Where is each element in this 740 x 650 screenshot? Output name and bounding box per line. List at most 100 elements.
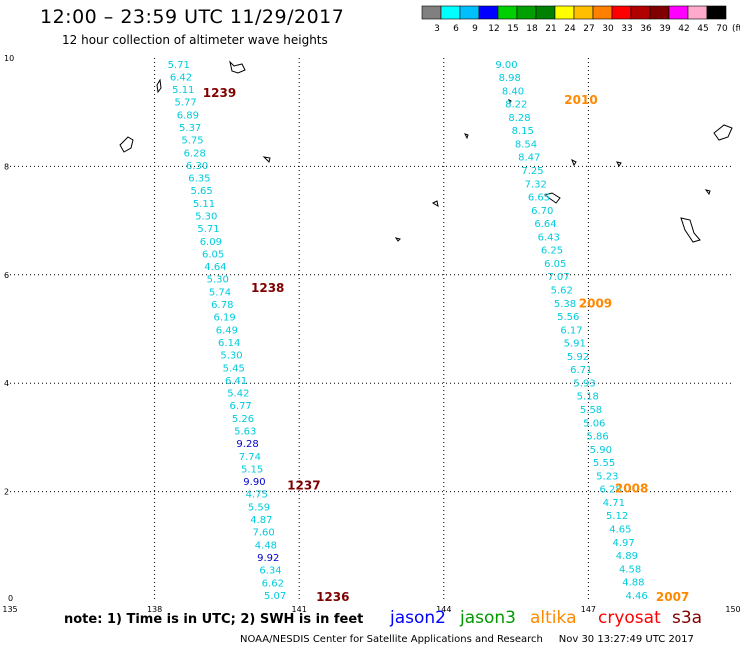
swh-value: 5.71 [168,60,190,71]
swh-value: 7.74 [239,452,261,463]
colorbar-label: 39 [659,24,671,34]
swh-value: 5.38 [554,299,576,310]
island-outline [571,158,577,167]
x-tick-label: 141 [292,605,307,614]
colorbar-swatch [668,5,689,20]
swh-value: 4.48 [255,540,277,551]
colorbar-swatch [535,5,556,20]
colorbar-swatch [554,5,575,20]
swh-value: 5.77 [174,98,196,109]
swh-value: 4.89 [616,551,638,562]
swh-value: 8.40 [502,86,524,97]
legend-s3a: s3a [672,608,703,628]
swh-value: 9.92 [257,553,279,564]
swh-value: 6.05 [544,259,566,270]
swh-value: 5.30 [220,351,242,362]
swh-value: 8.15 [512,126,534,137]
colorbar-label: 33 [621,24,632,34]
swh-value: 4.97 [612,538,634,549]
swh-value: 5.93 [573,378,595,389]
swh-value: 6.17 [560,325,582,336]
colorbar-label: 24 [564,24,576,34]
colorbar-label: 9 [472,24,478,34]
colorbar-label: 70 [716,24,728,34]
swh-value: 6.78 [211,300,233,311]
page-title: 12:00 – 23:59 UTC 11/29/2017 [40,6,345,28]
swh-value: 6.42 [170,72,192,83]
colorbar-swatch [630,5,651,20]
pass-time-label: 1236 [316,590,349,604]
swh-value: 7.25 [521,166,543,177]
island-outline [394,237,401,242]
swh-value: 6.70 [531,206,553,217]
island-outline [704,189,711,196]
pass-time-label: 1239 [203,86,236,100]
island-outline [508,99,512,105]
pass-time-label: 2007 [656,590,689,604]
swh-value: 6.65 [528,193,550,204]
colorbar-label: 27 [583,24,594,34]
swh-value: 5.91 [564,339,586,350]
swh-value: 8.28 [508,113,530,124]
swh-value: 6.71 [570,365,592,376]
swh-value: 5.37 [179,123,201,134]
swh-value: 5.23 [596,471,618,482]
pass-time-label: 2008 [615,482,648,496]
swh-value: 6.14 [218,338,240,349]
colorbar-label: 21 [545,24,556,34]
swh-value: 4.88 [622,578,644,589]
swh-value: 6.09 [200,237,222,248]
swh-value: 7.32 [525,179,547,190]
colorbar-swatch [440,5,461,20]
y-tick-label: 4 [4,379,9,388]
island-outline [262,156,271,163]
y-tick-label: 0 [8,594,13,603]
colorbar-swatch [687,5,708,20]
swh-value: 8.22 [505,100,527,111]
swh-value: 6.43 [538,232,560,243]
island-outline [680,217,701,243]
grid-lines [10,58,733,600]
swh-value: 9.90 [243,477,265,488]
colorbar-swatch [516,5,537,20]
y-tick-label: 8 [4,162,9,171]
swh-value: 7.07 [547,272,569,283]
island-outline [229,60,246,74]
colorbar-label: 12 [488,24,499,34]
swh-value: 5.62 [551,285,573,296]
swh-value: 4.58 [619,564,641,575]
swh-value: 8.47 [518,153,540,164]
swh-value: 6.34 [259,566,281,577]
colorbar-label: 42 [678,24,689,34]
colorbar-label: 3 [434,24,440,34]
swh-value: 5.58 [580,405,602,416]
x-tick-label: 138 [147,605,162,614]
swh-value: 5.56 [557,312,579,323]
legend-cryosat: cryosat [598,608,661,628]
swh-value: 5.75 [181,136,203,147]
swh-value: 4.87 [250,515,272,526]
swh-value: 5.55 [593,458,615,469]
pass-time-label: 2009 [579,296,612,310]
swh-value: 8.98 [499,73,521,84]
colorbar-label: 18 [526,24,538,34]
swh-value: 6.62 [262,578,284,589]
island-outline [616,161,622,167]
colorbar-unit: (ft) [732,24,740,34]
swh-value: 8.54 [515,139,537,150]
coastlines [119,60,733,243]
island-outline [156,78,162,94]
colorbar-swatch [478,5,499,20]
page-subtitle: 12 hour collection of altimeter wave hei… [62,33,328,47]
swh-value: 6.19 [213,313,235,324]
colorbar-swatch [592,5,613,20]
island-outline [464,133,469,140]
colorbar-label: 30 [602,24,614,34]
island-outline [713,124,733,141]
pass-time-label: 1238 [251,281,284,295]
swh-value: 5.30 [207,275,229,286]
swh-value: 6.35 [188,174,210,185]
swh-value: 5.18 [577,392,599,403]
